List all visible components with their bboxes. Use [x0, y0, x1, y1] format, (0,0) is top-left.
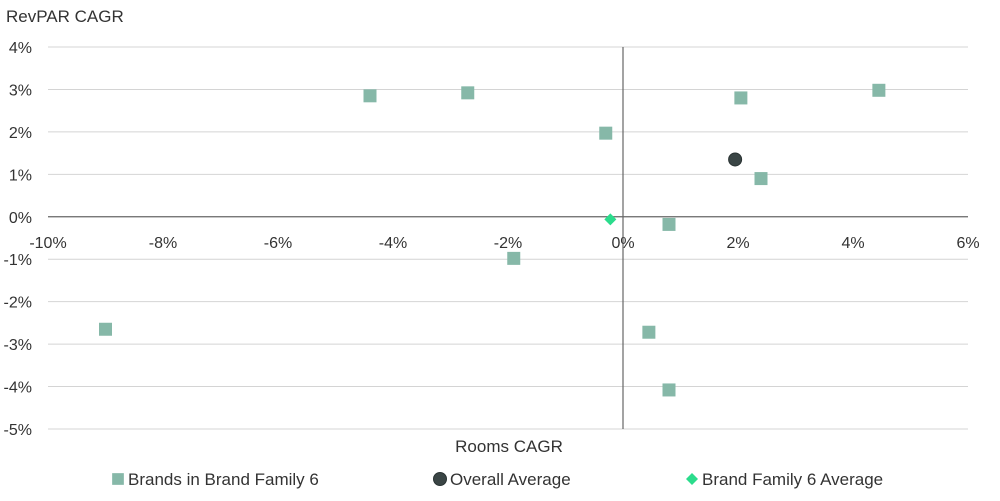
- legend-marker-square: [112, 473, 124, 485]
- legend-marker-diamond: [686, 473, 698, 485]
- legend: Brands in Brand Family 6 Overall Average B…: [112, 470, 883, 489]
- x-tick-label: 0%: [611, 235, 634, 252]
- data-point-square: [599, 126, 613, 140]
- x-tick-label: -2%: [494, 235, 522, 252]
- data-point-square: [363, 89, 377, 103]
- x-tick-label: -4%: [379, 235, 407, 252]
- axes: [48, 47, 968, 429]
- x-tick-labels: -10% -8% -6% -4% -2% 0% 2% 4% 6%: [29, 235, 979, 252]
- legend-label: Overall Average: [450, 470, 571, 489]
- data-point-square: [642, 325, 656, 339]
- data-point-square: [754, 172, 768, 186]
- x-axis-title: Rooms CAGR: [455, 437, 563, 456]
- legend-label: Brand Family 6 Average: [702, 470, 883, 489]
- data-point-square: [507, 251, 521, 265]
- x-tick-label: -10%: [29, 235, 66, 252]
- y-tick-label: -4%: [4, 380, 32, 397]
- x-tick-label: 6%: [956, 235, 979, 252]
- y-tick-label: -5%: [4, 422, 32, 439]
- data-point-square: [662, 217, 676, 231]
- y-tick-label: -3%: [4, 337, 32, 354]
- x-tick-label: 2%: [726, 235, 749, 252]
- legend-marker-circle: [433, 472, 447, 486]
- x-tick-label: -8%: [149, 235, 177, 252]
- y-tick-label: 4%: [9, 40, 32, 57]
- y-tick-label: 0%: [9, 210, 32, 227]
- data-point-circle: [728, 152, 743, 167]
- y-tick-label: 1%: [9, 167, 32, 184]
- data-point-square: [734, 91, 748, 105]
- data-point-square: [662, 383, 676, 397]
- data-point-diamond: [604, 213, 617, 226]
- y-tick-labels: 4% 3% 2% 1% 0% -1% -2% -3% -4% -5%: [4, 40, 32, 439]
- y-tick-label: -1%: [4, 252, 32, 269]
- data-point-square: [461, 86, 475, 100]
- data-point-square: [99, 322, 112, 336]
- y-tick-label: 2%: [9, 125, 32, 142]
- x-tick-label: 4%: [841, 235, 864, 252]
- x-tick-label: -6%: [264, 235, 292, 252]
- y-tick-label: 3%: [9, 82, 32, 99]
- data-point-square: [872, 83, 886, 97]
- legend-label: Brands in Brand Family 6: [128, 470, 319, 489]
- data-points: [99, 83, 886, 397]
- y-axis-title: RevPAR CAGR: [6, 7, 124, 26]
- y-tick-label: -2%: [4, 295, 32, 312]
